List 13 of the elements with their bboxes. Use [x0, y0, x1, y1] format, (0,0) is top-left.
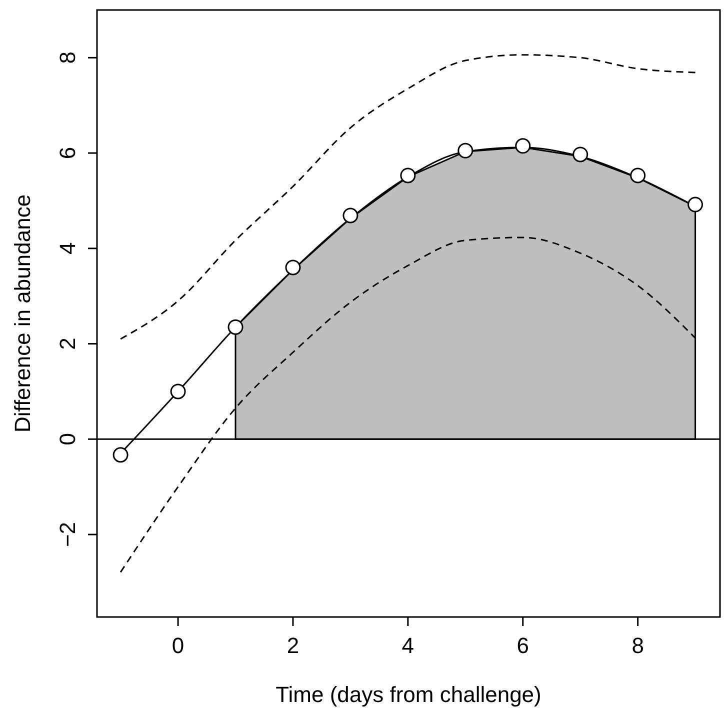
y-tick-label: 6 — [55, 146, 80, 160]
x-tick-label: 8 — [632, 633, 644, 658]
y-axis-title: Difference in abundance — [10, 194, 35, 433]
x-axis-title: Time (days from challenge) — [276, 682, 542, 707]
y-tick-label: −2 — [55, 522, 80, 548]
y-tick-label: 0 — [55, 433, 80, 446]
y-tick-label: 4 — [55, 242, 80, 255]
x-tick-label: 6 — [516, 633, 529, 658]
y-tick-label: 2 — [55, 338, 80, 350]
x-tick-label: 0 — [172, 633, 184, 658]
y-tick-label: 8 — [55, 52, 80, 64]
x-tick-label: 2 — [286, 633, 300, 658]
x-tick-label: 4 — [402, 633, 414, 658]
